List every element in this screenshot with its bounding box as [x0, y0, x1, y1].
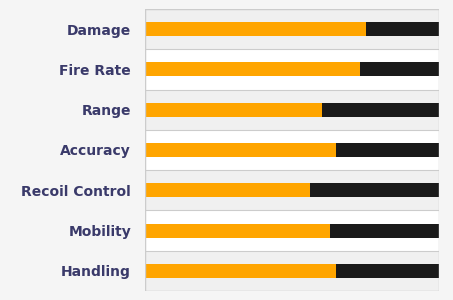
Bar	[145, 210, 439, 251]
Bar	[145, 183, 310, 197]
Bar	[322, 103, 439, 117]
Bar	[145, 251, 439, 291]
Bar	[145, 103, 322, 117]
Bar	[330, 224, 439, 238]
Bar	[360, 62, 439, 76]
Bar	[145, 224, 330, 238]
Bar	[145, 143, 336, 157]
Bar	[145, 22, 366, 36]
Bar	[336, 264, 439, 278]
Bar	[145, 9, 439, 49]
Bar	[145, 130, 439, 170]
Bar	[310, 183, 439, 197]
Bar	[145, 264, 336, 278]
Bar	[336, 143, 439, 157]
Bar	[145, 90, 439, 130]
Bar	[366, 22, 439, 36]
Bar	[145, 170, 439, 210]
Bar	[145, 62, 360, 76]
Bar	[145, 49, 439, 90]
